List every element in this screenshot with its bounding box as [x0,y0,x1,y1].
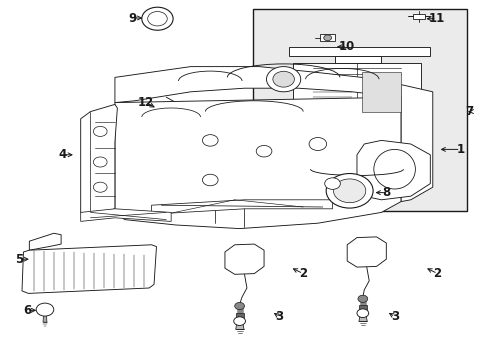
Text: 1: 1 [456,143,464,156]
Text: 2: 2 [299,267,306,280]
Text: 5: 5 [16,253,23,266]
Circle shape [323,35,331,41]
Polygon shape [151,200,332,214]
Circle shape [234,302,244,310]
Polygon shape [346,237,386,267]
Polygon shape [235,321,244,329]
Bar [253,9,466,211]
Polygon shape [400,85,432,202]
Circle shape [325,174,372,208]
Text: 4: 4 [59,148,66,161]
Polygon shape [412,14,425,19]
Polygon shape [115,67,400,103]
Polygon shape [115,97,400,229]
Circle shape [256,145,271,157]
Polygon shape [358,305,366,310]
Polygon shape [320,34,334,41]
Circle shape [272,71,294,87]
Circle shape [356,309,368,318]
Circle shape [233,317,245,325]
Circle shape [308,138,326,150]
Circle shape [333,179,365,203]
Polygon shape [164,130,174,136]
Circle shape [93,126,107,136]
Circle shape [202,174,218,186]
Polygon shape [358,313,366,321]
Circle shape [324,178,340,189]
Text: 2: 2 [433,267,441,280]
Circle shape [202,135,218,146]
Text: 3: 3 [275,310,283,323]
Circle shape [147,12,167,26]
Polygon shape [224,244,264,274]
Text: 8: 8 [382,186,389,199]
Text: 3: 3 [390,310,398,323]
Circle shape [142,7,173,30]
Circle shape [357,295,367,302]
Polygon shape [43,313,47,322]
Polygon shape [40,306,50,313]
Polygon shape [81,209,171,221]
Text: 10: 10 [338,40,355,53]
Polygon shape [360,297,365,305]
Polygon shape [288,47,429,56]
Polygon shape [81,104,117,216]
Text: 6: 6 [23,304,31,317]
Circle shape [93,157,107,167]
Polygon shape [22,245,156,293]
Polygon shape [334,56,381,63]
Polygon shape [237,304,242,313]
Text: 9: 9 [128,12,136,24]
Polygon shape [29,233,61,250]
Polygon shape [235,313,244,318]
Circle shape [36,303,54,316]
Bar [361,72,400,112]
Circle shape [93,182,107,192]
Text: 12: 12 [137,96,154,109]
Circle shape [266,67,300,92]
Text: 11: 11 [427,12,444,25]
Text: 7: 7 [465,105,472,118]
Polygon shape [356,140,429,200]
Polygon shape [310,121,403,169]
Polygon shape [293,63,420,121]
